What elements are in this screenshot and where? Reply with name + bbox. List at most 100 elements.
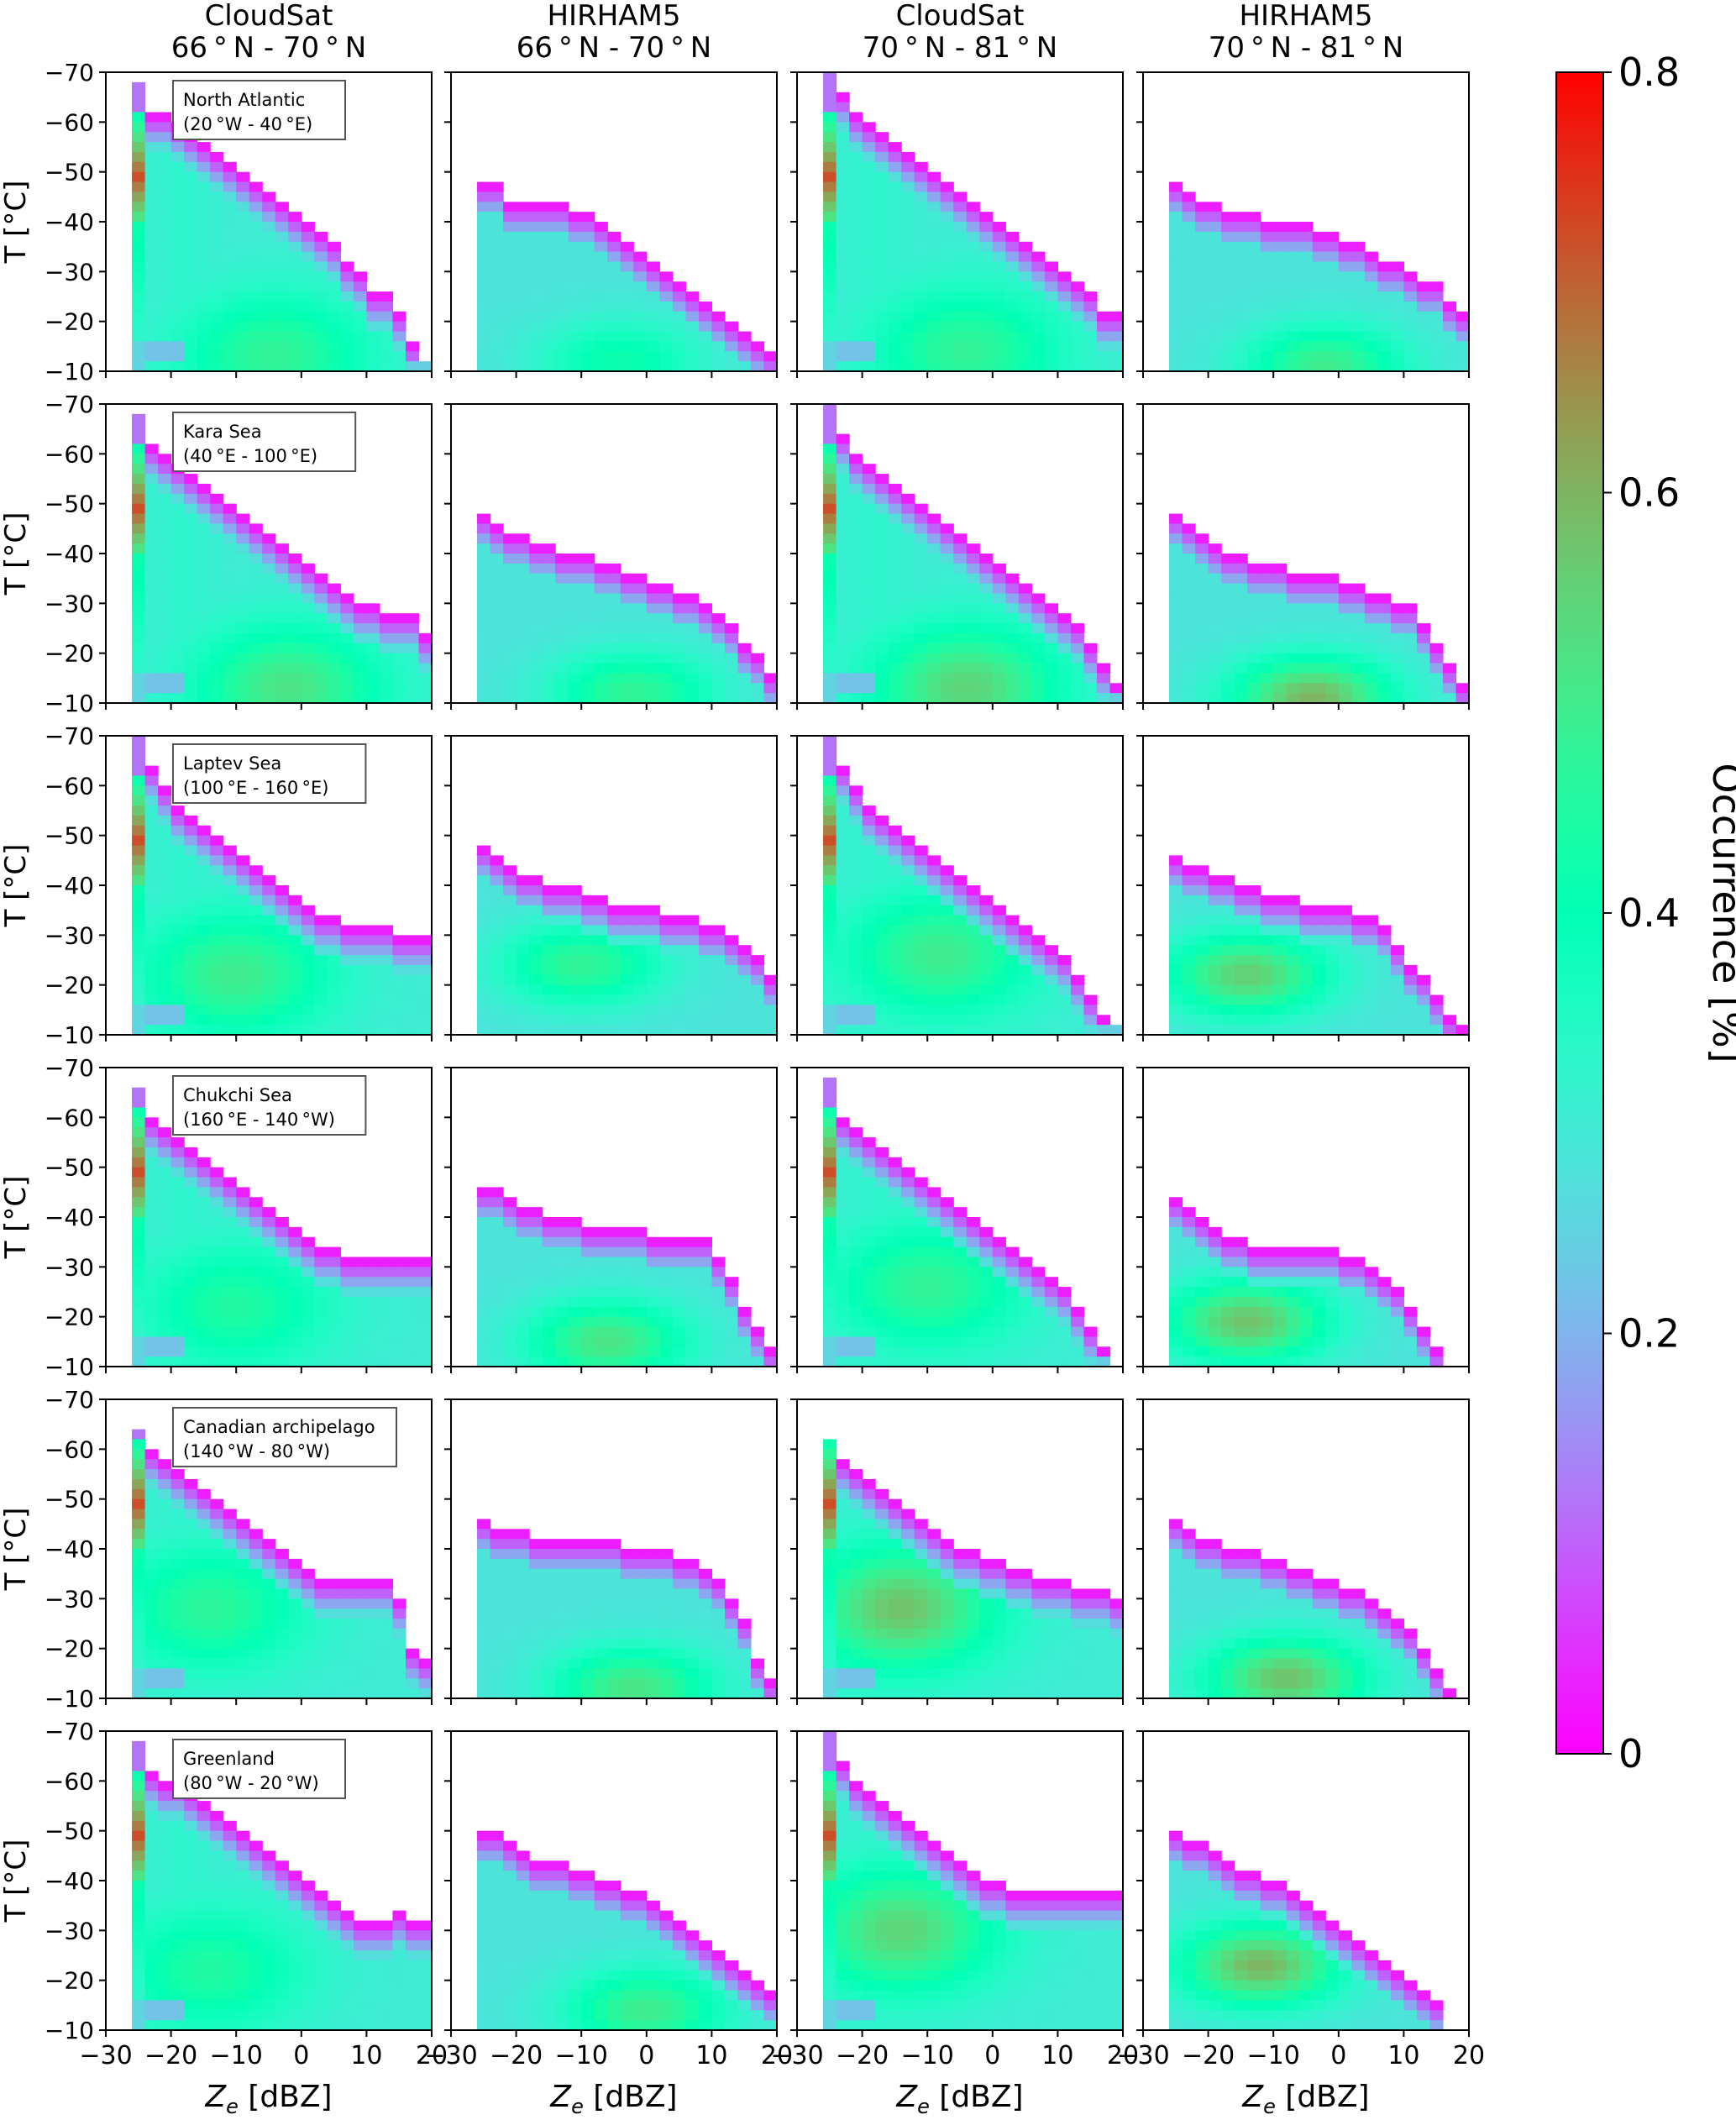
heatmap-cell	[223, 583, 237, 595]
heatmap-cell	[633, 915, 648, 926]
heatmap-cell	[210, 1197, 224, 1208]
heatmap-cell	[197, 202, 211, 213]
heatmap-cell	[223, 683, 237, 694]
heatmap-cell	[823, 1177, 837, 1188]
heatmap-cell	[763, 974, 777, 986]
heatmap-cell	[672, 1336, 686, 1347]
heatmap-cell	[1208, 331, 1222, 342]
heatmap-cell	[737, 361, 752, 371]
heatmap-cell	[210, 885, 224, 896]
heatmap-cell	[132, 1346, 146, 1357]
heatmap-cell	[836, 1356, 850, 1367]
heatmap-cell	[262, 1236, 276, 1248]
heatmap-cell	[1364, 935, 1378, 946]
heatmap-cell	[1338, 955, 1352, 966]
heatmap-cell	[659, 301, 674, 312]
heatmap-cell	[1338, 281, 1352, 292]
heatmap-cell	[555, 974, 569, 986]
heatmap-cell	[366, 643, 380, 654]
heatmap-cell	[966, 241, 980, 253]
heatmap-cell	[262, 563, 276, 575]
heatmap-cell	[158, 805, 172, 816]
heatmap-cell	[888, 825, 902, 837]
heatmap-cell	[353, 361, 367, 371]
heatmap-cell	[170, 533, 185, 544]
heatmap-cell	[288, 1326, 302, 1337]
heatmap-cell	[392, 693, 406, 703]
heatmap-cell	[477, 1346, 491, 1357]
heatmap-cell	[249, 885, 263, 896]
heatmap-cell	[288, 905, 302, 916]
heatmap-cell	[1299, 693, 1314, 703]
heatmap-cell	[823, 413, 837, 425]
heatmap-cell	[223, 222, 237, 233]
heatmap-cell	[1273, 623, 1288, 634]
heatmap-cell	[353, 935, 367, 946]
heatmap-cell	[888, 875, 902, 886]
heatmap-cell	[197, 1346, 211, 1357]
y-tick-label: −50	[45, 491, 94, 518]
heatmap-cell	[1195, 321, 1209, 333]
heatmap-cell	[275, 1296, 289, 1308]
heatmap-cell	[836, 291, 850, 302]
heatmap-cell	[979, 212, 994, 223]
y-tick-label: −70	[45, 1054, 94, 1082]
heatmap-cell	[594, 1336, 608, 1347]
heatmap-cell	[1390, 291, 1404, 302]
heatmap-cell	[1005, 291, 1020, 302]
heatmap-cell	[249, 1316, 263, 1328]
heatmap-cell	[901, 341, 915, 352]
heatmap-cell	[927, 543, 941, 554]
heatmap-cell	[1083, 321, 1098, 333]
heatmap-cell	[927, 1005, 941, 1015]
heatmap-cell	[144, 683, 159, 694]
heatmap-cell	[633, 1267, 648, 1278]
heatmap-cell	[1351, 301, 1366, 312]
heatmap-cell	[1312, 251, 1326, 263]
heatmap-cell	[1377, 955, 1392, 966]
heatmap-cell	[144, 895, 159, 906]
heatmap-cell	[170, 815, 185, 826]
heatmap-cell	[849, 1167, 863, 1178]
heatmap-cell	[594, 563, 608, 575]
heatmap-cell	[581, 1236, 595, 1248]
heatmap-cell	[1377, 632, 1392, 644]
y-tick-label: −10	[45, 1021, 94, 1049]
heatmap-cell	[170, 683, 185, 694]
heatmap-cell	[184, 613, 198, 624]
heatmap-cell	[210, 1187, 224, 1198]
heatmap-cell	[672, 643, 686, 654]
heatmap-cell	[158, 132, 172, 143]
heatmap-cell	[184, 483, 198, 495]
heatmap-cell	[477, 925, 491, 936]
heatmap-cell	[1070, 653, 1085, 664]
heatmap-cell	[529, 693, 543, 703]
heatmap-cell	[1070, 351, 1085, 362]
heatmap-cell	[516, 643, 530, 654]
heatmap-cell	[132, 755, 146, 767]
heatmap-cell	[490, 261, 504, 272]
heatmap-cell	[1221, 925, 1235, 936]
heatmap-cell	[301, 1346, 315, 1357]
heatmap-cell	[1364, 955, 1378, 966]
heatmap-cell	[581, 1257, 595, 1267]
heatmap-cell	[490, 554, 504, 564]
heatmap-cell	[1442, 341, 1457, 352]
heatmap-cell	[132, 765, 146, 777]
heatmap-cell	[542, 663, 556, 674]
heatmap-cell	[568, 1346, 582, 1357]
heatmap-cell	[1442, 1015, 1457, 1026]
heatmap-cell	[170, 1207, 185, 1218]
heatmap-cell	[1005, 311, 1020, 323]
heatmap-cell	[914, 895, 928, 906]
heatmap-cell	[529, 1316, 543, 1328]
heatmap-cell	[581, 984, 595, 996]
heatmap-cell	[503, 251, 517, 263]
heatmap-cell	[568, 885, 582, 896]
heatmap-cell	[262, 212, 276, 223]
heatmap-cell	[646, 1267, 660, 1278]
heatmap-cell	[262, 925, 276, 936]
heatmap-cell	[1031, 974, 1046, 986]
heatmap-cell	[620, 1287, 634, 1298]
heatmap-cell	[672, 623, 686, 634]
